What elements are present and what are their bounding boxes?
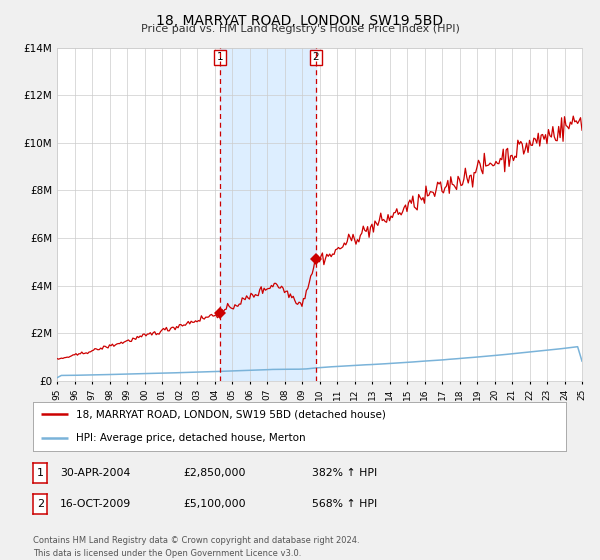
Text: 568% ↑ HPI: 568% ↑ HPI [312, 499, 377, 509]
Text: 30-APR-2004: 30-APR-2004 [60, 468, 130, 478]
Text: 16-OCT-2009: 16-OCT-2009 [60, 499, 131, 509]
Text: £5,100,000: £5,100,000 [183, 499, 245, 509]
Bar [220, 48, 316, 381]
Text: 2: 2 [37, 499, 44, 509]
Text: 1: 1 [37, 468, 44, 478]
Text: 1: 1 [217, 52, 224, 62]
Text: 2: 2 [313, 52, 319, 62]
Text: Price paid vs. HM Land Registry's House Price Index (HPI): Price paid vs. HM Land Registry's House … [140, 24, 460, 34]
Text: 18, MARRYAT ROAD, LONDON, SW19 5BD: 18, MARRYAT ROAD, LONDON, SW19 5BD [157, 14, 443, 28]
Text: £2,850,000: £2,850,000 [183, 468, 245, 478]
Text: HPI: Average price, detached house, Merton: HPI: Average price, detached house, Mert… [76, 433, 305, 443]
Text: 382% ↑ HPI: 382% ↑ HPI [312, 468, 377, 478]
Text: Contains HM Land Registry data © Crown copyright and database right 2024.
This d: Contains HM Land Registry data © Crown c… [33, 536, 359, 558]
Text: 18, MARRYAT ROAD, LONDON, SW19 5BD (detached house): 18, MARRYAT ROAD, LONDON, SW19 5BD (deta… [76, 409, 385, 419]
